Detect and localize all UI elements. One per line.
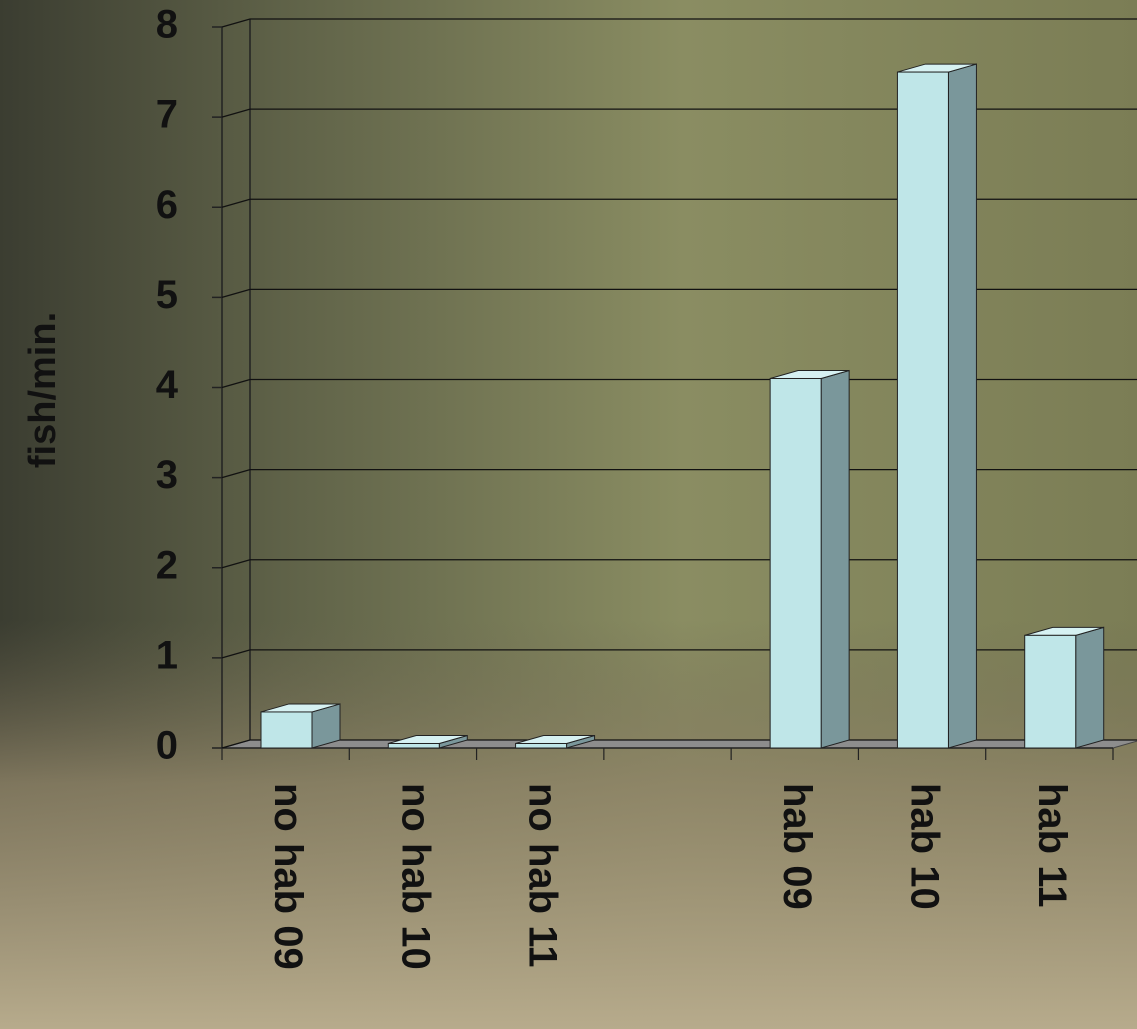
bar-side	[947, 63, 977, 749]
bar	[1024, 634, 1077, 749]
bar	[387, 742, 440, 749]
y-tick-label: 8	[156, 3, 178, 47]
y-tick-label: 7	[156, 93, 178, 137]
x-tick-label: no hab 10	[393, 783, 437, 970]
bar	[515, 742, 568, 749]
grid-line	[221, 108, 1137, 118]
x-tick-label: hab 10	[903, 783, 947, 910]
x-tick-label: hab 09	[775, 783, 819, 910]
x-tick-label: no hab 11	[521, 783, 565, 968]
plot: 0 1 2 3 4 5 6 7 8 no hab 09 no hab 10 no hab 11 hab …	[156, 3, 1137, 970]
bar-side	[1075, 626, 1105, 749]
bar	[896, 71, 949, 749]
y-axis-label: fish/min.	[22, 312, 64, 468]
y-tick-label: 6	[156, 183, 178, 227]
x-tick-label: hab 11	[1030, 783, 1074, 908]
grid-line	[221, 288, 1137, 298]
y-tick-label: 5	[156, 273, 178, 317]
bar-side	[820, 369, 850, 749]
bar	[769, 377, 822, 749]
y-tick-label: 3	[156, 453, 178, 497]
y-tick-label: 4	[156, 363, 179, 407]
grid-line	[221, 198, 1137, 208]
x-tick-label: no hab 09	[266, 783, 310, 970]
y-tick-label: 2	[156, 543, 178, 587]
y-tick-label: 0	[156, 724, 178, 768]
y-tick-label: 1	[156, 633, 178, 677]
grid-line	[221, 18, 1137, 28]
bar	[260, 711, 313, 749]
floor	[221, 739, 1137, 749]
